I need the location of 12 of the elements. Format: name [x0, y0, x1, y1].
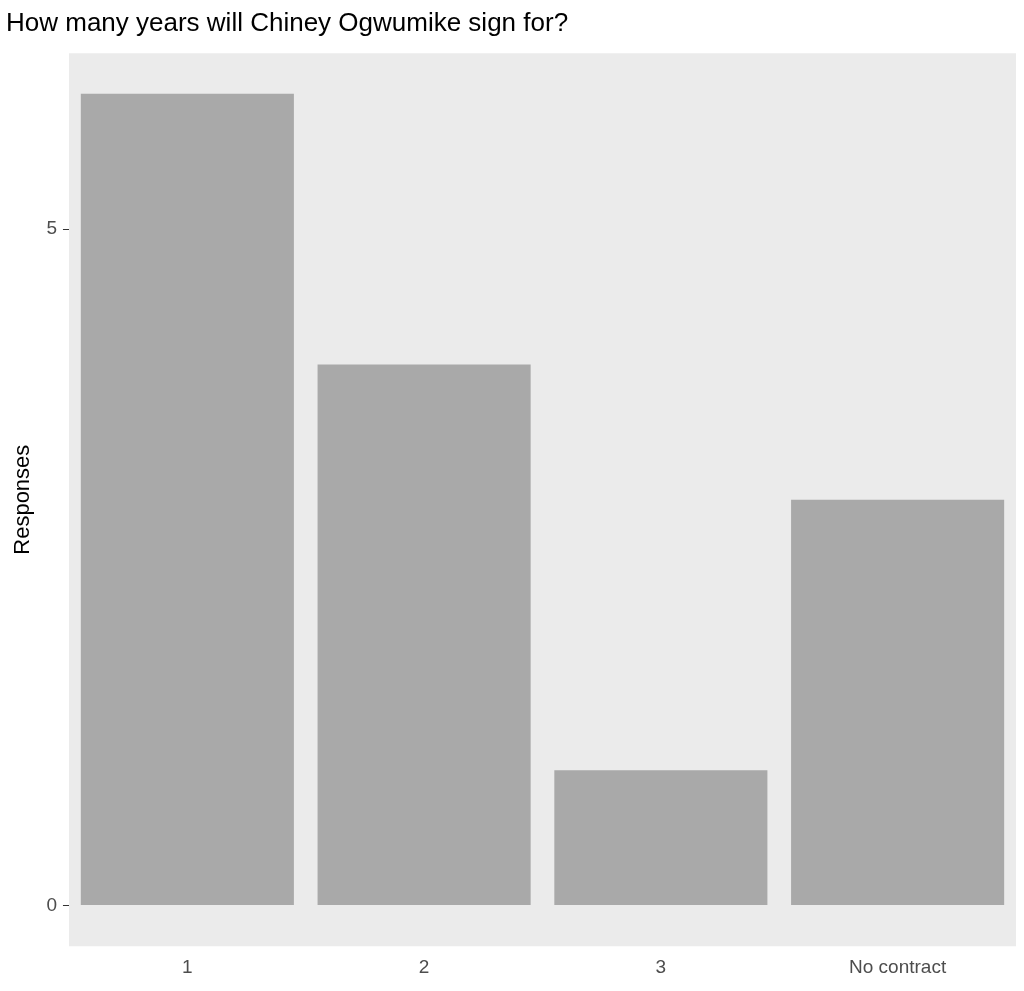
y-axis-title: Responses [9, 444, 35, 555]
bar [791, 499, 1005, 906]
x-tick-label: No contract [849, 955, 947, 977]
chart-title: How many years will Chiney Ogwumike sign for? [6, 6, 569, 37]
y-tick-label: 0 [46, 893, 57, 915]
bar [317, 364, 531, 906]
x-tick-label: 1 [182, 955, 193, 977]
y-tick-label: 5 [46, 217, 57, 239]
bar [80, 93, 294, 906]
x-tick-label: 2 [418, 955, 430, 977]
x-tick-label: 3 [655, 955, 667, 977]
bar [554, 770, 768, 906]
